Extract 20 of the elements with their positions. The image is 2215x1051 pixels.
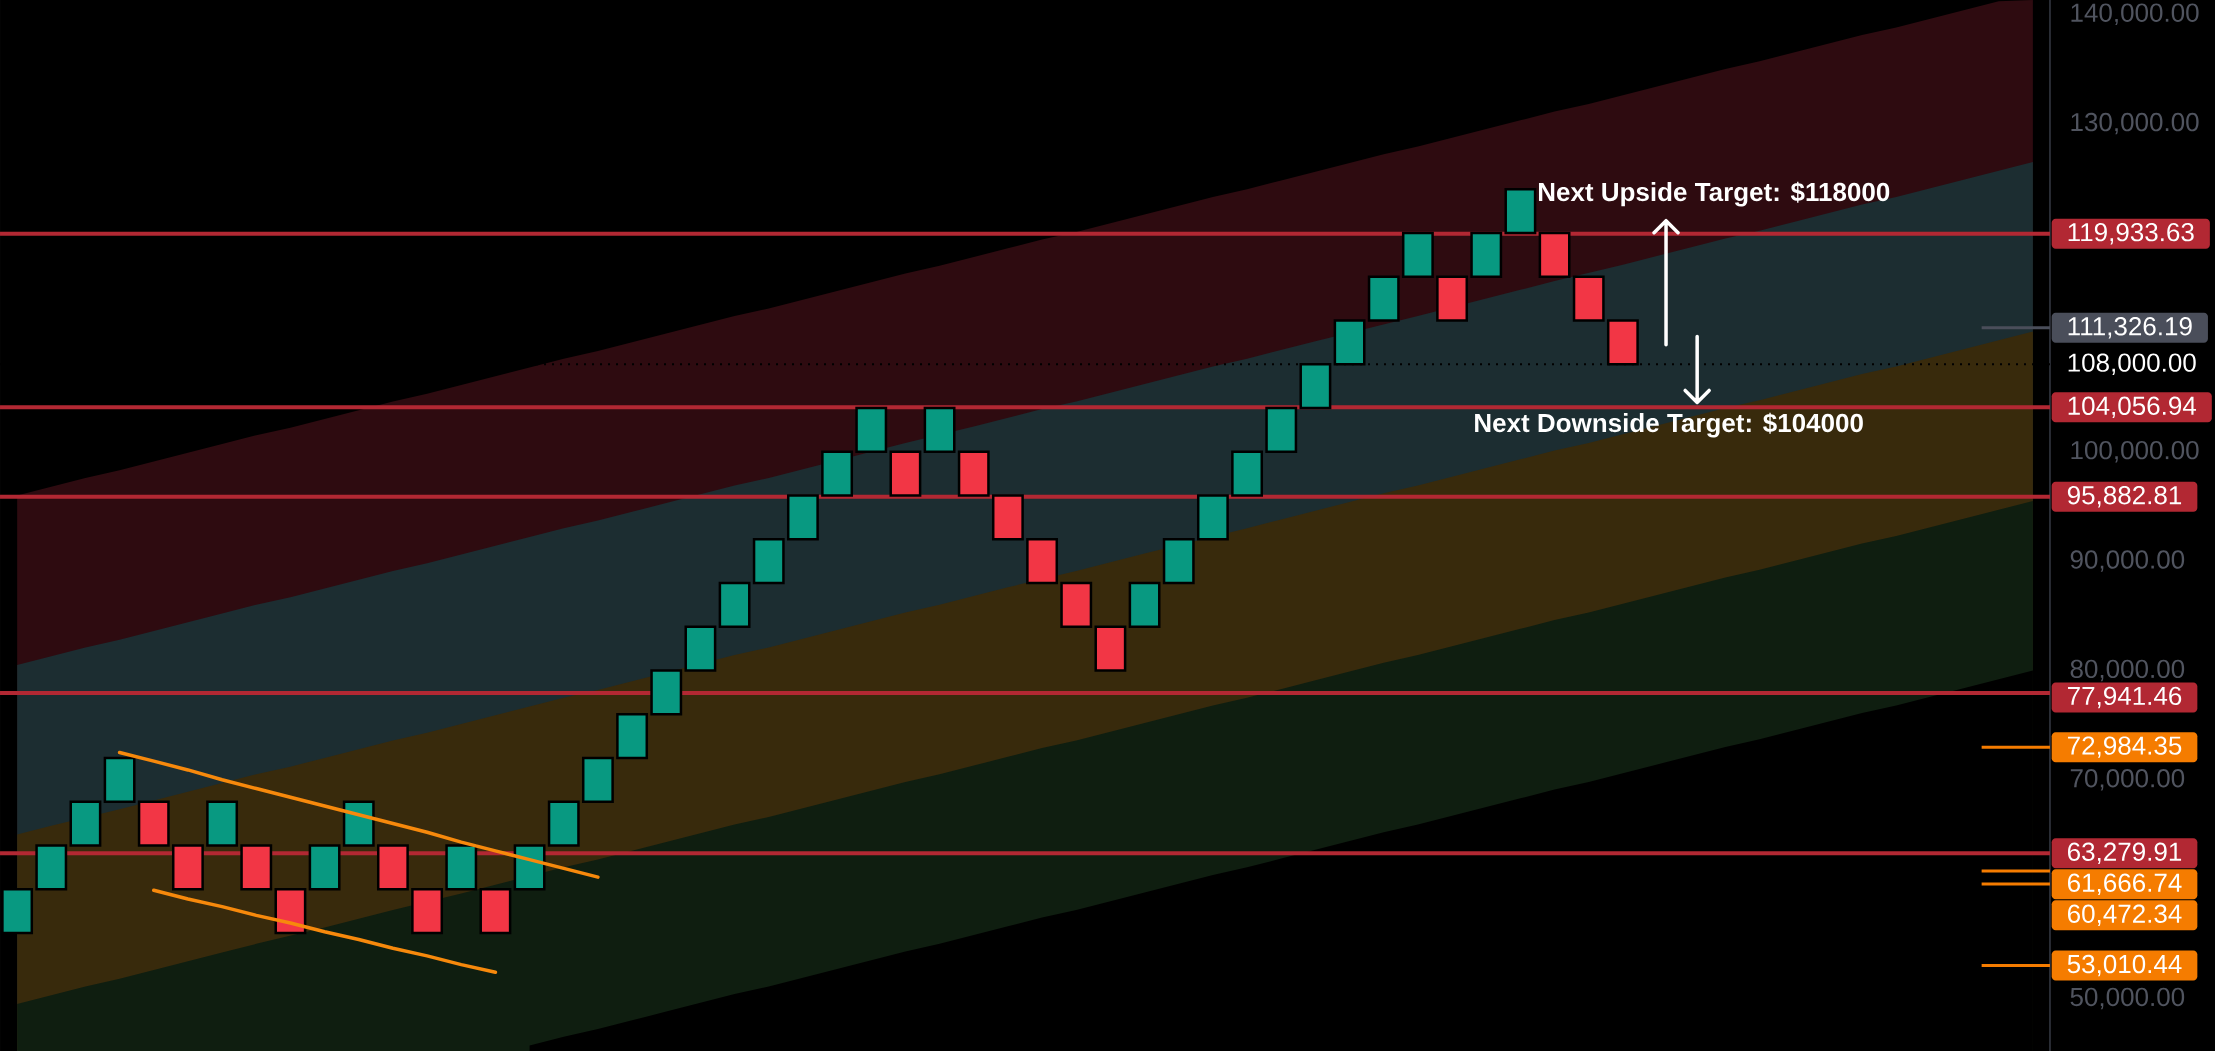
annotation: Next Upside Target: $118000 (1538, 181, 1890, 207)
y-tick-label: 70,000.00 (2070, 769, 2185, 791)
y-tick-label: 90,000.00 (2070, 550, 2185, 572)
ref-line-label: 119,933.63 (2068, 222, 2194, 245)
ref-line-label: 72,984.35 (2068, 736, 2182, 758)
y-tick-label: 130,000.00 (2071, 112, 2199, 135)
ref-line-label: 111,326.19 (2068, 317, 2192, 339)
ref-line-label: 77,941.46 (2068, 686, 2182, 709)
ref-line-label: 61,666.74 (2067, 873, 2182, 895)
y-tick-label: 140,000.00 (2071, 3, 2199, 25)
ref-line-label: 95,882.81 (2067, 485, 2182, 508)
ref-line-label: 63,279.91 (2067, 842, 2182, 864)
ref-line-label: 108,000.00 (2068, 353, 2196, 375)
y-tick-label: 50,000.00 (2070, 987, 2185, 1010)
ref-line-label: 53,010.44 (2067, 954, 2182, 977)
y-tick-label: 80,000.00 (2070, 659, 2185, 682)
ref-line-label: 60,472.34 (2067, 904, 2182, 926)
y-tick-label: 100,000.00 (2071, 440, 2199, 463)
ref-line-label: 104,056.94 (2068, 396, 2197, 419)
annotation: Next Downside Target: $104000 (1475, 412, 1863, 438)
